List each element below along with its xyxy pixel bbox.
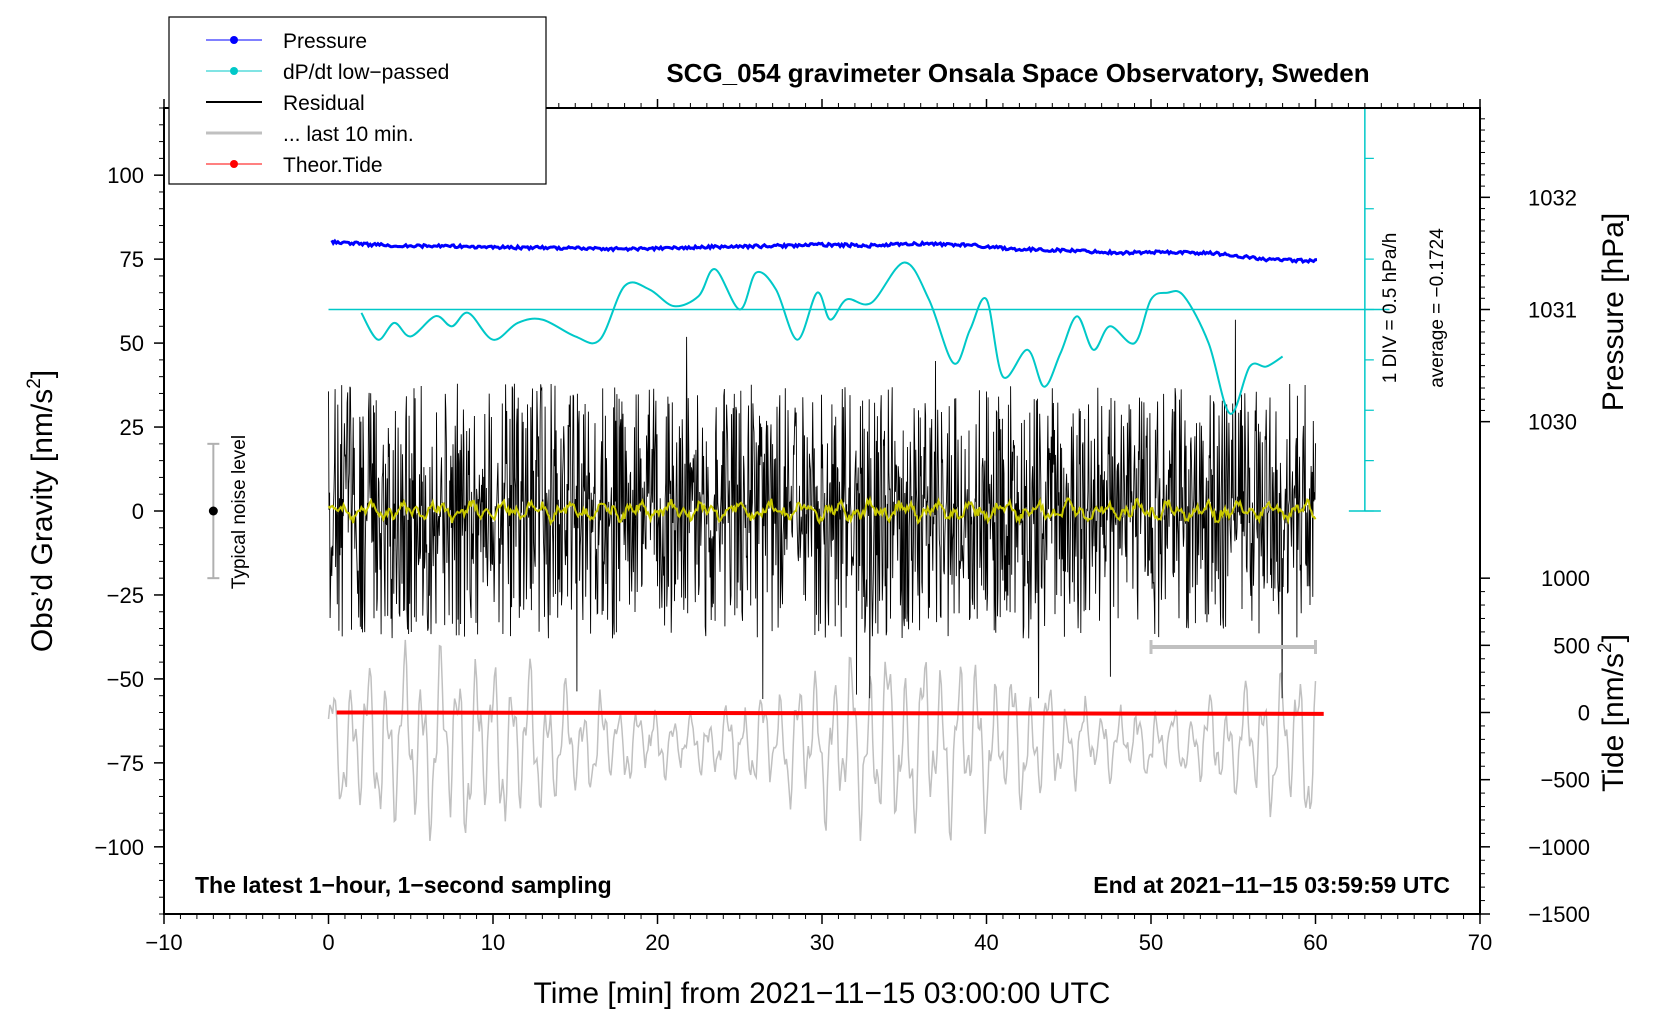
y-tick-label: 75 (120, 247, 144, 272)
y-axis-label-left-sup: 2 (24, 378, 45, 389)
legend-marker (230, 67, 238, 75)
y-tick-label: 100 (107, 163, 144, 188)
legend-label: Pressure (283, 30, 367, 53)
smoothed-residual-line (327, 495, 1317, 527)
x-tick-label: 60 (1303, 930, 1327, 955)
noise-bar-center (208, 506, 218, 516)
legend: Pressure dP/dt low−passed Residual ... last… (168, 16, 547, 185)
dpdt-scale-label-1: 1 DIV = 0.5 hPa/h (1380, 233, 1401, 384)
dpdt-line (360, 261, 1284, 415)
legend-marker (230, 36, 238, 44)
legend-label: Theor.Tide (283, 154, 383, 177)
annotation-right: End at 2021−11−15 03:59:59 UTC (1093, 872, 1450, 898)
chart-title: SCG_054 gravimeter Onsala Space Observat… (666, 58, 1369, 88)
y-tick-label: −75 (107, 751, 144, 776)
tide-line (336, 710, 1324, 716)
tide-tick-label: −500 (1540, 768, 1590, 793)
pressure-tick-label: 1032 (1528, 185, 1577, 210)
pressure-line (330, 238, 1318, 265)
x-tick-label: 50 (1139, 930, 1163, 955)
x-tick-label: 10 (481, 930, 505, 955)
pressure-tick-label: 1030 (1528, 410, 1577, 435)
dpdt-series (328, 261, 1390, 415)
y-tick-label: −100 (94, 835, 144, 860)
y-axis-label-left-close: ] (26, 370, 59, 378)
x-tick-label: 0 (322, 930, 334, 955)
residual-series (328, 319, 1316, 700)
y-axis-label-tide-text: Tide [nm/s (1597, 653, 1630, 792)
tide-tick-label: −1000 (1528, 835, 1590, 860)
x-tick-label: 40 (974, 930, 998, 955)
legend-marker (230, 160, 238, 168)
y-axis-label-tide-sup: 2 (1595, 642, 1616, 653)
y-axis-label-tide: Tide [nm/s2] (1595, 634, 1630, 792)
dpdt-scale-label-2: average = −0.1724 (1427, 228, 1448, 388)
y-tick-label: 25 (120, 415, 144, 440)
noise-level-label: Typical noise level (229, 435, 250, 589)
tide-tick-label: 1000 (1541, 566, 1590, 591)
x-tick-label: 70 (1468, 930, 1492, 955)
legend-label: dP/dt low−passed (283, 61, 449, 84)
x-axis-label: Time [min] from 2021−11−15 03:00:00 UTC (534, 977, 1111, 1010)
theor-tide-series (336, 710, 1324, 716)
last-10-min-line (327, 639, 1317, 841)
legend-label: Residual (283, 92, 365, 115)
y-axis-label-pressure: Pressure [hPa] (1597, 213, 1630, 411)
last-10-min-tide-series (327, 639, 1317, 841)
y-axis-label-tide-close: ] (1597, 634, 1630, 642)
pressure-tick-label: 1031 (1528, 298, 1577, 323)
x-tick-label: 30 (810, 930, 834, 955)
legend-label: ... last 10 min. (283, 123, 414, 146)
y-axis-label-left: Obs’d Gravity [nm/s2] (24, 370, 59, 652)
y-tick-label: −25 (107, 583, 144, 608)
residual-line (328, 319, 1316, 700)
axes: −10 0 10 20 30 40 50 60 701007550250−25−50−75−10… (94, 99, 1590, 955)
tide-tick-label: −1500 (1528, 902, 1590, 927)
y-tick-label: 50 (120, 331, 144, 356)
y-tick-label: −50 (107, 667, 144, 692)
annotation-left: The latest 1−hour, 1−second sampling (195, 872, 612, 898)
y-axis-label-left-text: Obs’d Gravity [nm/s (26, 389, 59, 652)
tide-tick-label: 500 (1553, 633, 1590, 658)
smoothed-residual-series (327, 495, 1317, 527)
tide-tick-label: 0 (1578, 701, 1590, 726)
y-tick-label: 0 (132, 499, 144, 524)
x-tick-label: −10 (145, 930, 182, 955)
pressure-series (330, 238, 1318, 265)
legend-box (168, 16, 547, 185)
x-tick-label: 20 (645, 930, 669, 955)
